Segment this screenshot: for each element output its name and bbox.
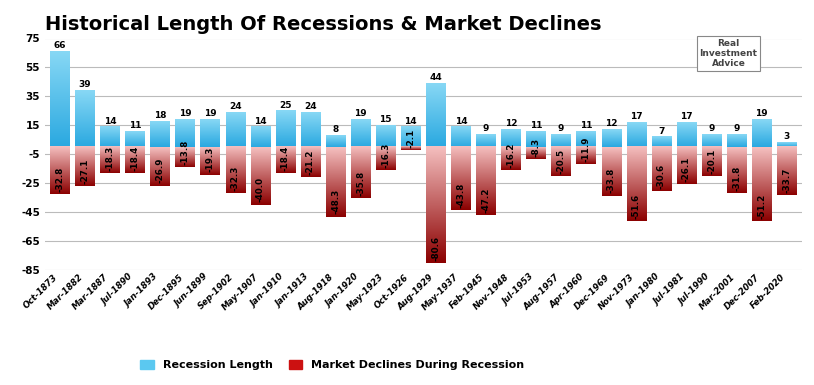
Text: 8: 8 bbox=[332, 125, 339, 134]
Text: 14: 14 bbox=[454, 117, 467, 126]
Text: 24: 24 bbox=[304, 102, 317, 111]
Text: 3: 3 bbox=[784, 132, 790, 141]
Text: 19: 19 bbox=[179, 109, 191, 118]
Text: 44: 44 bbox=[430, 73, 442, 82]
Text: -51.2: -51.2 bbox=[757, 193, 766, 219]
Text: 11: 11 bbox=[580, 121, 593, 130]
Text: -16.2: -16.2 bbox=[506, 142, 515, 168]
Text: 66: 66 bbox=[54, 42, 66, 50]
Text: 17: 17 bbox=[681, 112, 693, 121]
Text: 24: 24 bbox=[229, 102, 242, 111]
Text: 19: 19 bbox=[354, 109, 367, 118]
Text: 14: 14 bbox=[405, 117, 417, 126]
Text: -32.3: -32.3 bbox=[231, 166, 240, 191]
Text: -18.3: -18.3 bbox=[106, 146, 115, 171]
Text: -40.0: -40.0 bbox=[256, 177, 265, 203]
Text: -20.1: -20.1 bbox=[707, 148, 716, 174]
Text: 19: 19 bbox=[755, 109, 768, 118]
Text: -27.1: -27.1 bbox=[81, 158, 90, 184]
Text: -26.1: -26.1 bbox=[682, 157, 691, 182]
Text: 12: 12 bbox=[505, 119, 517, 129]
Text: -51.6: -51.6 bbox=[632, 194, 641, 219]
Text: 9: 9 bbox=[558, 124, 564, 133]
Text: 11: 11 bbox=[129, 121, 142, 130]
Text: -20.5: -20.5 bbox=[557, 149, 566, 174]
Legend: Recession Length, Market Declines During Recession: Recession Length, Market Declines During… bbox=[136, 355, 529, 375]
Text: -18.4: -18.4 bbox=[281, 146, 290, 171]
Text: Real
Investment
Advice: Real Investment Advice bbox=[699, 38, 758, 68]
Text: -33.8: -33.8 bbox=[606, 168, 615, 193]
Text: -13.8: -13.8 bbox=[181, 139, 190, 164]
Text: 12: 12 bbox=[605, 119, 618, 129]
Text: 19: 19 bbox=[204, 109, 217, 118]
Text: -47.2: -47.2 bbox=[481, 187, 491, 213]
Text: -43.8: -43.8 bbox=[457, 182, 466, 208]
Text: -33.7: -33.7 bbox=[782, 168, 791, 193]
Text: -32.8: -32.8 bbox=[55, 167, 64, 192]
Text: -31.8: -31.8 bbox=[732, 165, 741, 191]
Text: -80.6: -80.6 bbox=[431, 236, 440, 261]
Text: -26.9: -26.9 bbox=[155, 158, 164, 184]
Text: 25: 25 bbox=[279, 100, 291, 110]
Text: 7: 7 bbox=[659, 127, 664, 136]
Text: 18: 18 bbox=[154, 111, 166, 120]
Text: -48.3: -48.3 bbox=[331, 189, 340, 214]
Text: -21.2: -21.2 bbox=[306, 150, 315, 175]
Text: 14: 14 bbox=[254, 117, 267, 126]
Text: 9: 9 bbox=[708, 124, 715, 133]
Text: 9: 9 bbox=[733, 124, 740, 133]
Text: 39: 39 bbox=[79, 80, 91, 89]
Text: -18.4: -18.4 bbox=[130, 146, 139, 171]
Text: -19.3: -19.3 bbox=[206, 147, 215, 172]
Text: Historical Length Of Recessions & Market Declines: Historical Length Of Recessions & Market… bbox=[45, 15, 602, 34]
Text: 15: 15 bbox=[379, 115, 392, 124]
Text: 11: 11 bbox=[530, 121, 542, 130]
Text: -30.6: -30.6 bbox=[657, 164, 666, 189]
Text: -8.3: -8.3 bbox=[532, 137, 540, 157]
Text: -11.9: -11.9 bbox=[582, 136, 591, 162]
Text: -16.3: -16.3 bbox=[381, 143, 390, 168]
Text: 9: 9 bbox=[483, 124, 489, 133]
Text: -2.1: -2.1 bbox=[406, 129, 415, 148]
Text: 14: 14 bbox=[103, 117, 116, 126]
Text: 17: 17 bbox=[630, 112, 643, 121]
Text: -35.8: -35.8 bbox=[356, 171, 365, 196]
